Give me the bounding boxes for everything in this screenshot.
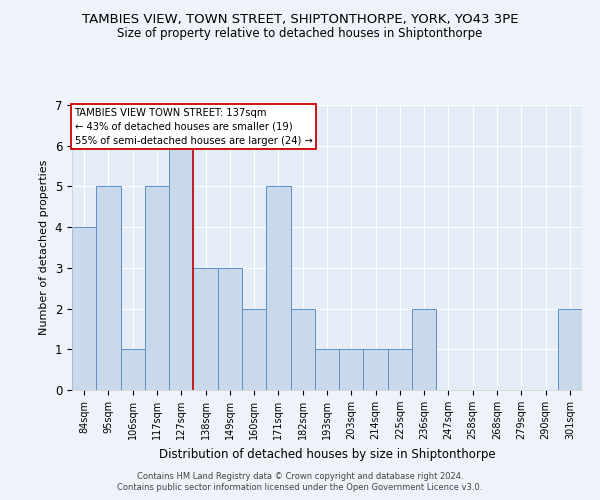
Y-axis label: Number of detached properties: Number of detached properties xyxy=(39,160,49,335)
Bar xyxy=(290,308,315,390)
Text: TAMBIES VIEW TOWN STREET: 137sqm
← 43% of detached houses are smaller (19)
55% o: TAMBIES VIEW TOWN STREET: 137sqm ← 43% o… xyxy=(74,108,313,146)
Bar xyxy=(169,146,193,390)
Bar xyxy=(121,350,145,390)
Bar xyxy=(242,308,266,390)
Bar xyxy=(72,227,96,390)
Bar xyxy=(388,350,412,390)
Bar xyxy=(266,186,290,390)
Text: Size of property relative to detached houses in Shiptonthorpe: Size of property relative to detached ho… xyxy=(118,28,482,40)
X-axis label: Distribution of detached houses by size in Shiptonthorpe: Distribution of detached houses by size … xyxy=(158,448,496,460)
Bar xyxy=(193,268,218,390)
Bar xyxy=(315,350,339,390)
Text: Contains HM Land Registry data © Crown copyright and database right 2024.
Contai: Contains HM Land Registry data © Crown c… xyxy=(118,472,482,492)
Text: TAMBIES VIEW, TOWN STREET, SHIPTONTHORPE, YORK, YO43 3PE: TAMBIES VIEW, TOWN STREET, SHIPTONTHORPE… xyxy=(82,12,518,26)
Bar xyxy=(218,268,242,390)
Bar xyxy=(412,308,436,390)
Bar xyxy=(558,308,582,390)
Bar xyxy=(145,186,169,390)
Bar xyxy=(364,350,388,390)
Bar xyxy=(339,350,364,390)
Bar xyxy=(96,186,121,390)
